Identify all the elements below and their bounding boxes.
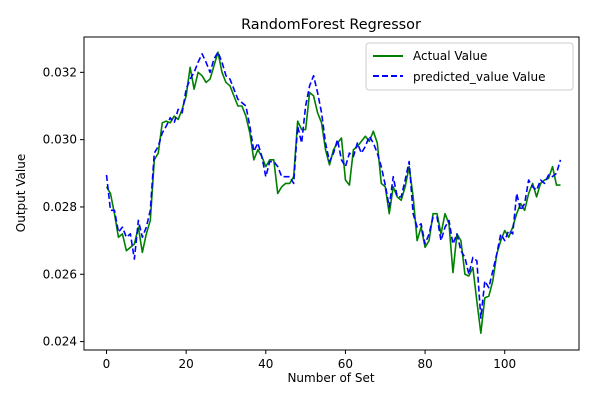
y-axis: 0.024 0.026 0.028 0.030 0.032 [43, 65, 84, 349]
x-tick-label: 80 [417, 357, 432, 371]
x-tick-label: 0 [103, 357, 111, 371]
x-axis-title: Number of Set [287, 371, 374, 385]
legend-label-predicted: predicted_value Value [413, 70, 545, 84]
legend-box [365, 42, 574, 91]
x-tick-label: 60 [338, 357, 353, 371]
y-tick-label: 0.026 [43, 267, 77, 281]
legend-label-actual: Actual Value [413, 49, 487, 63]
series-line-predicted [105, 51, 562, 319]
chart-title: RandomForest Regressor [241, 17, 421, 33]
plot-frame [83, 36, 580, 351]
plot-area [83, 36, 580, 351]
x-tick-label: 40 [258, 357, 273, 371]
y-axis-title: Output Value [14, 154, 28, 232]
y-tick-label: 0.030 [43, 133, 77, 147]
series-layer [105, 51, 562, 334]
y-tick-label: 0.032 [43, 65, 77, 79]
legend: Actual Value predicted_value Value [365, 42, 574, 91]
y-tick-label: 0.024 [43, 335, 77, 349]
y-tick-label: 0.028 [43, 200, 77, 214]
x-tick-label: 20 [179, 357, 194, 371]
x-tick-label: 100 [493, 357, 516, 371]
x-axis: 0 20 40 60 80 100 [103, 350, 516, 371]
